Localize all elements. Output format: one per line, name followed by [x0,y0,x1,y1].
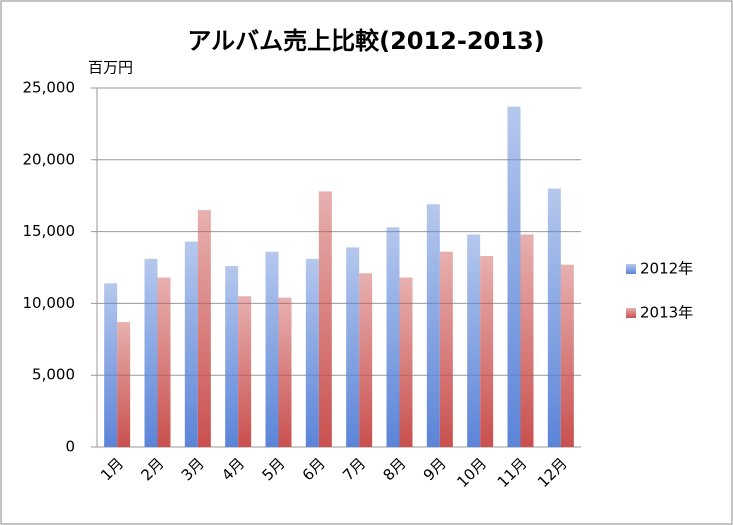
bar [184,241,198,447]
bar [318,191,332,447]
bar [359,273,373,447]
y-tick-label: 20,000 [23,150,76,168]
legend-label: 2013年 [640,304,693,322]
legend-swatch [626,308,636,318]
bar [520,234,534,447]
bar [157,277,171,447]
bar [104,283,118,447]
bar [225,266,239,447]
bar [117,322,131,447]
legend-label: 2012年 [640,260,693,278]
chart-title: アルバム売上比較(2012-2013) [187,27,544,55]
bar [265,251,279,447]
bar [439,251,453,447]
y-axis-label: 百万円 [88,59,133,77]
bar [560,264,574,447]
y-tick-label: 15,000 [23,222,76,240]
bar [467,234,481,447]
bar [480,256,494,447]
bar [305,258,319,447]
bar [197,210,211,447]
bar [238,296,252,447]
bar [507,106,521,447]
bar [547,188,561,447]
y-tick-label: 25,000 [23,79,76,97]
y-tick-label: 5,000 [32,366,75,384]
bar [399,277,413,447]
bar [278,297,292,447]
bar [426,204,440,447]
bar [386,227,400,447]
y-tick-label: 0 [65,438,75,456]
legend-swatch [626,264,636,274]
y-tick-label: 10,000 [23,294,76,312]
bar [144,258,158,447]
bar [346,247,360,447]
